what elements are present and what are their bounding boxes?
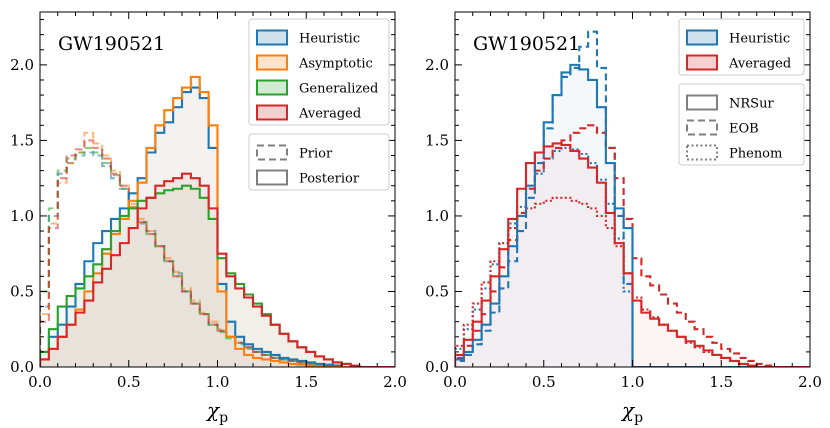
- legend-label: NRSur: [729, 97, 774, 112]
- y-tick-label: 1.0: [10, 207, 34, 225]
- legend-label: Averaged: [728, 57, 791, 72]
- ticks: [454, 12, 811, 368]
- legend-label: Heuristic: [299, 32, 360, 47]
- y-tick-label: 1.0: [425, 207, 449, 225]
- y-tick-label: 1.5: [10, 131, 34, 149]
- x-axis-label: χp: [205, 398, 228, 426]
- legend-swatch: [686, 54, 718, 71]
- legend-label: Phenom: [729, 147, 782, 162]
- x-tick-label: 0.5: [532, 373, 556, 391]
- x-tick-label: 1.5: [709, 373, 733, 391]
- x-tick-label: 1.0: [206, 373, 230, 391]
- series-heuristic-posterior: [40, 86, 395, 367]
- legend-label: Prior: [299, 147, 333, 162]
- y-tick-label: 0.0: [425, 358, 449, 376]
- legend-swatch: [256, 79, 288, 96]
- legend-style-swatch: [256, 144, 288, 161]
- y-tick-label: 0.5: [10, 282, 34, 300]
- y-tick-label: 2.0: [10, 56, 34, 74]
- plot-area: [455, 30, 810, 367]
- color-legend: Heuristic Averaged: [678, 18, 805, 76]
- legend-style-swatch: [686, 119, 718, 136]
- color-legend: Heuristic Asymptotic Generalized Averaged: [248, 18, 390, 126]
- legend-swatch: [256, 54, 288, 71]
- style-legend: Prior Posterior: [248, 133, 390, 191]
- legend-style-swatch: [686, 144, 718, 161]
- series-fill-averaged: [455, 143, 810, 367]
- chart-title: GW190521: [473, 33, 580, 55]
- legend-label: Heuristic: [729, 32, 790, 47]
- legend-style-swatch: [256, 169, 288, 186]
- legend-label: Asymptotic: [298, 57, 373, 72]
- series-averaged-nrsur: [455, 142, 810, 367]
- legend-label: Posterior: [299, 172, 360, 187]
- legend-style-swatch: [686, 94, 718, 111]
- left-panel: 0.0 0.5 1.0 1.5 2.0 0.0 0.5 1.0 1.5 2.0 χp GW190521…: [10, 11, 407, 426]
- y-tick-label: 1.5: [425, 131, 449, 149]
- style-legend: NRSur EOB Phenom: [678, 83, 805, 166]
- x-axis-label: χp: [620, 398, 643, 426]
- legend-swatch: [256, 104, 288, 121]
- y-tick-label: 2.0: [425, 56, 449, 74]
- plot-area: [40, 75, 395, 367]
- series-averaged-posterior: [40, 172, 395, 367]
- x-tick-label: 2.0: [383, 373, 407, 391]
- series-heuristic-eob: [455, 30, 810, 367]
- right-panel: 0.0 0.5 1.0 1.5 2.0 0.0 0.5 1.0 1.5 2.0 χp GW190521…: [425, 11, 822, 426]
- x-tick-label: 2.0: [798, 373, 822, 391]
- y-tick-label: 0.5: [425, 282, 449, 300]
- x-tick-label: 1.5: [294, 373, 318, 391]
- legend-swatch: [686, 29, 718, 46]
- x-tick-label: 0.0: [443, 373, 467, 391]
- legend-label: Averaged: [298, 107, 361, 122]
- series-averaged-eob: [455, 124, 810, 367]
- y-tick-label: 0.0: [10, 358, 34, 376]
- series-heuristic-nrsur: [455, 63, 810, 367]
- chart-title: GW190521: [58, 33, 165, 55]
- legend-swatch: [256, 29, 288, 46]
- legend-label: Generalized: [299, 82, 378, 97]
- legend-label: EOB: [729, 122, 759, 137]
- x-tick-label: 1.0: [621, 373, 645, 391]
- x-tick-label: 0.5: [117, 373, 141, 391]
- x-tick-label: 0.0: [28, 373, 52, 391]
